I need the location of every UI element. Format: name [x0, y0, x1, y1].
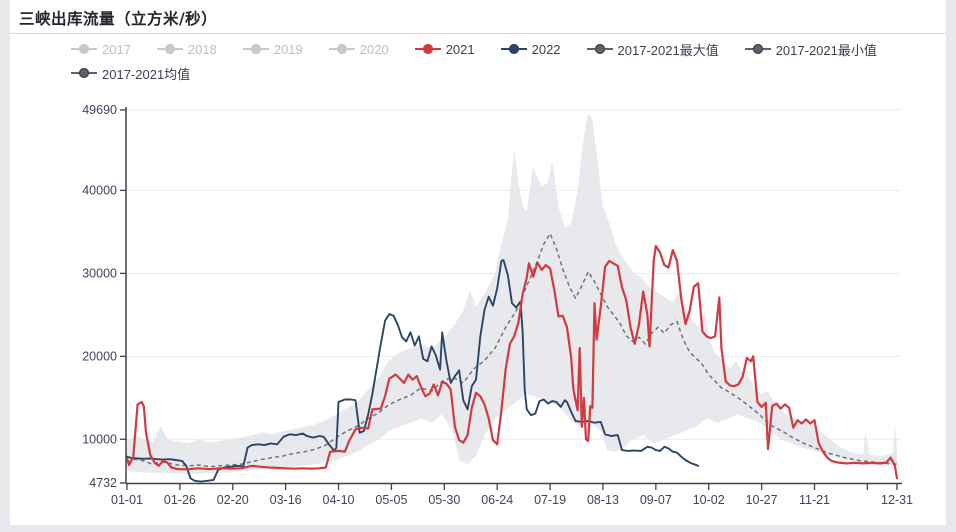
legend-line-symbol-icon	[328, 43, 355, 55]
legend-line-symbol-icon	[414, 43, 441, 55]
legend-label: 2017-2021最大值	[617, 42, 719, 58]
series-2021-line	[125, 244, 899, 480]
legend-label: 2018	[187, 41, 217, 57]
legend-line-symbol-icon	[744, 43, 771, 55]
legend-label: 2017-2021最小值	[775, 42, 877, 58]
x-tick-label-07-19: 07-19	[534, 493, 566, 507]
legend-line-symbol-icon	[586, 43, 613, 55]
legend-line-symbol-icon	[500, 43, 527, 55]
y-tick-label-40000: 40000	[82, 183, 117, 197]
series-mean-line	[126, 232, 898, 468]
y-tick-label-4732: 4732	[89, 476, 117, 490]
x-tick-label-06-24: 06-24	[481, 493, 513, 507]
x-tick-label-01-26: 01-26	[164, 493, 196, 507]
legend-item-2018[interactable]: 2018	[156, 41, 217, 57]
x-tick-label-05-30: 05-30	[428, 493, 460, 507]
x-tick-label-04-10: 04-10	[323, 493, 355, 507]
legend-item-2019[interactable]: 2019	[242, 41, 303, 57]
legend-line-symbol-icon	[71, 67, 97, 79]
y-tick-label-20000: 20000	[82, 349, 117, 363]
x-tick-label-10-02: 10-02	[693, 493, 725, 507]
legend-row-1: 2017 2018 2019 2020 2021 2022 2017-2021最大值 2017…	[71, 39, 877, 59]
legend-item-mean[interactable]: 2017-2021均值	[71, 64, 190, 83]
x-tick-label-01-01: 01-01	[111, 493, 143, 507]
legend-line-symbol-icon	[156, 43, 183, 55]
y-tick-label-49690: 49690	[82, 103, 117, 117]
legend-label: 2020	[359, 41, 389, 57]
x-tick-label-08-13: 08-13	[587, 493, 619, 507]
legend-item-2021[interactable]: 2021	[414, 41, 475, 57]
legend-item-2022[interactable]: 2022	[500, 41, 561, 57]
page-title: 三峡出库流量（立方米/秒）	[19, 9, 218, 28]
x-tick-label-05-05: 05-05	[375, 493, 407, 507]
x-tick-label-10-27: 10-27	[746, 493, 778, 507]
legend-label: 2021	[445, 41, 475, 57]
y-tick-label-10000: 10000	[82, 432, 117, 446]
minmax-band-area	[127, 113, 897, 475]
series-2022-line	[126, 259, 700, 483]
legend-label: 2022	[531, 41, 561, 57]
legend: 2017 2018 2019 2020 2021 2022 2017-2021最大值 2017…	[71, 39, 877, 83]
x-tick-label-09-07: 09-07	[640, 493, 672, 507]
title-divider	[10, 33, 946, 34]
legend-item-2017[interactable]: 2017	[71, 42, 131, 57]
legend-label: 2019	[273, 41, 303, 57]
x-tick-label-11-21: 11-21	[799, 493, 830, 507]
y-tick-label-30000: 30000	[82, 266, 117, 280]
x-tick-label-02-20: 02-20	[217, 493, 249, 507]
x-tick-label-03-16: 03-16	[270, 493, 302, 507]
x-tick-label-12-31: 12-31	[881, 493, 913, 507]
legend-row-2: 2017-2021均值	[71, 63, 877, 83]
legend-item-max[interactable]: 2017-2021最大值	[586, 40, 719, 59]
legend-item-2020[interactable]: 2020	[328, 41, 389, 57]
legend-item-min[interactable]: 2017-2021最小值	[744, 40, 877, 59]
legend-label: 2017	[102, 41, 131, 57]
legend-label: 2017-2021均值	[102, 66, 191, 82]
legend-line-symbol-icon	[71, 43, 97, 55]
legend-line-symbol-icon	[242, 43, 269, 55]
